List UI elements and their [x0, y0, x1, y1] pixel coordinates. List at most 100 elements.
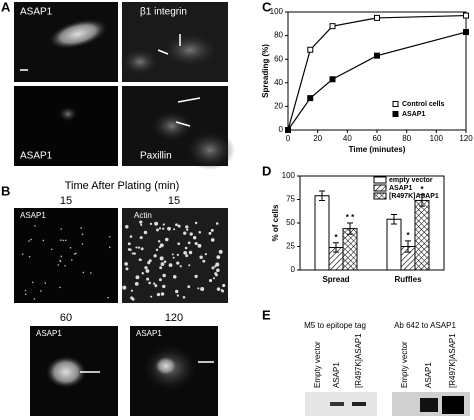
annotation: * [334, 233, 338, 242]
x-tick-label: 80 [402, 134, 411, 143]
speckle [153, 254, 157, 258]
speckle [141, 272, 144, 275]
annotation: * * [346, 213, 355, 222]
speckle [162, 284, 166, 289]
speckle [186, 228, 189, 231]
speckle [145, 269, 150, 273]
legend-marker [392, 111, 399, 117]
lane-label: ASAP1 [332, 362, 341, 388]
speckle [81, 233, 84, 236]
legend-marker [392, 101, 399, 107]
speckle [154, 284, 158, 288]
speckle [59, 259, 61, 262]
legend-label: Control cells [402, 101, 445, 108]
blots [305, 392, 470, 416]
speckle [172, 256, 175, 259]
data-point [374, 52, 380, 59]
speckle [194, 241, 198, 246]
speckle [133, 252, 136, 255]
panel-label: A [1, 0, 11, 14]
speckle [160, 292, 165, 296]
speckle [30, 238, 32, 241]
speckle [135, 275, 140, 280]
speckle [163, 260, 167, 264]
error-bar [333, 242, 339, 253]
speckle [90, 272, 92, 274]
image-label: ASAP1 [36, 329, 62, 338]
speckle [149, 222, 153, 226]
speckle [198, 231, 202, 234]
plot-frame [287, 11, 467, 131]
annotation: * [420, 185, 424, 194]
speckle [158, 227, 162, 230]
speckle [200, 286, 205, 291]
speckle [24, 289, 27, 292]
speckle [176, 253, 179, 257]
speckle [188, 250, 193, 255]
series-line [287, 31, 467, 131]
speckle [175, 289, 179, 294]
time-label: 60 [60, 312, 72, 324]
speckle [199, 255, 203, 259]
speckle [216, 255, 221, 259]
x-tick-label: 40 [343, 134, 352, 143]
speckle [172, 275, 177, 279]
speckle [129, 235, 133, 238]
legend-swatch [373, 176, 387, 184]
speckle [62, 239, 64, 242]
speckles [21, 220, 226, 301]
y-axis-label: % of cells [271, 204, 280, 241]
speckle [31, 281, 34, 284]
speckle [204, 253, 207, 256]
data-point [329, 23, 336, 30]
speckle [81, 243, 84, 245]
image-label: ASAP1 [20, 7, 53, 18]
speckle [192, 235, 197, 240]
speckle [211, 266, 215, 270]
data-point [329, 76, 336, 83]
speckle [24, 293, 27, 296]
lane-label: [R497K]ASAP1 [354, 333, 363, 388]
speckle [165, 237, 169, 242]
speckle [162, 223, 165, 226]
speckle [33, 298, 36, 300]
x-axis-label: Time (minutes) [349, 145, 406, 154]
speckle [59, 286, 61, 289]
lane-label: Empty vector [313, 341, 322, 388]
speckle [162, 273, 166, 278]
speckle [107, 296, 109, 299]
speckle [194, 221, 198, 225]
speckle [210, 228, 214, 232]
speckle [34, 225, 36, 227]
speckle [138, 258, 142, 261]
blot-heading: Ab 642 to ASAP1 [394, 321, 456, 330]
bar [342, 228, 358, 271]
speckle [168, 263, 173, 268]
speckle [175, 223, 178, 227]
y-tick-label: 100 [282, 171, 296, 180]
y-tick-label: 40 [274, 78, 283, 87]
speckle [194, 274, 198, 279]
x-tick-label: Ruffles [394, 275, 422, 284]
image-label: ASAP1 [20, 211, 46, 220]
speckle [139, 236, 143, 240]
speckle [28, 240, 30, 242]
speckle [197, 243, 202, 248]
speckle [64, 264, 66, 267]
speckle [65, 239, 67, 242]
speckle [187, 241, 191, 245]
bar [314, 195, 330, 271]
speckle [75, 252, 77, 255]
micrographs-b [14, 208, 228, 416]
speckle [80, 227, 82, 229]
speckle [216, 268, 220, 273]
data-point [285, 127, 291, 133]
y-axis-label: Spreading (%) [261, 44, 270, 98]
lane-label: Empty vector [400, 341, 409, 388]
speckle [179, 265, 182, 268]
speckle [122, 285, 127, 290]
legend-label: ASAP1 [402, 111, 425, 118]
speckle [44, 282, 47, 284]
speckle [134, 281, 139, 286]
